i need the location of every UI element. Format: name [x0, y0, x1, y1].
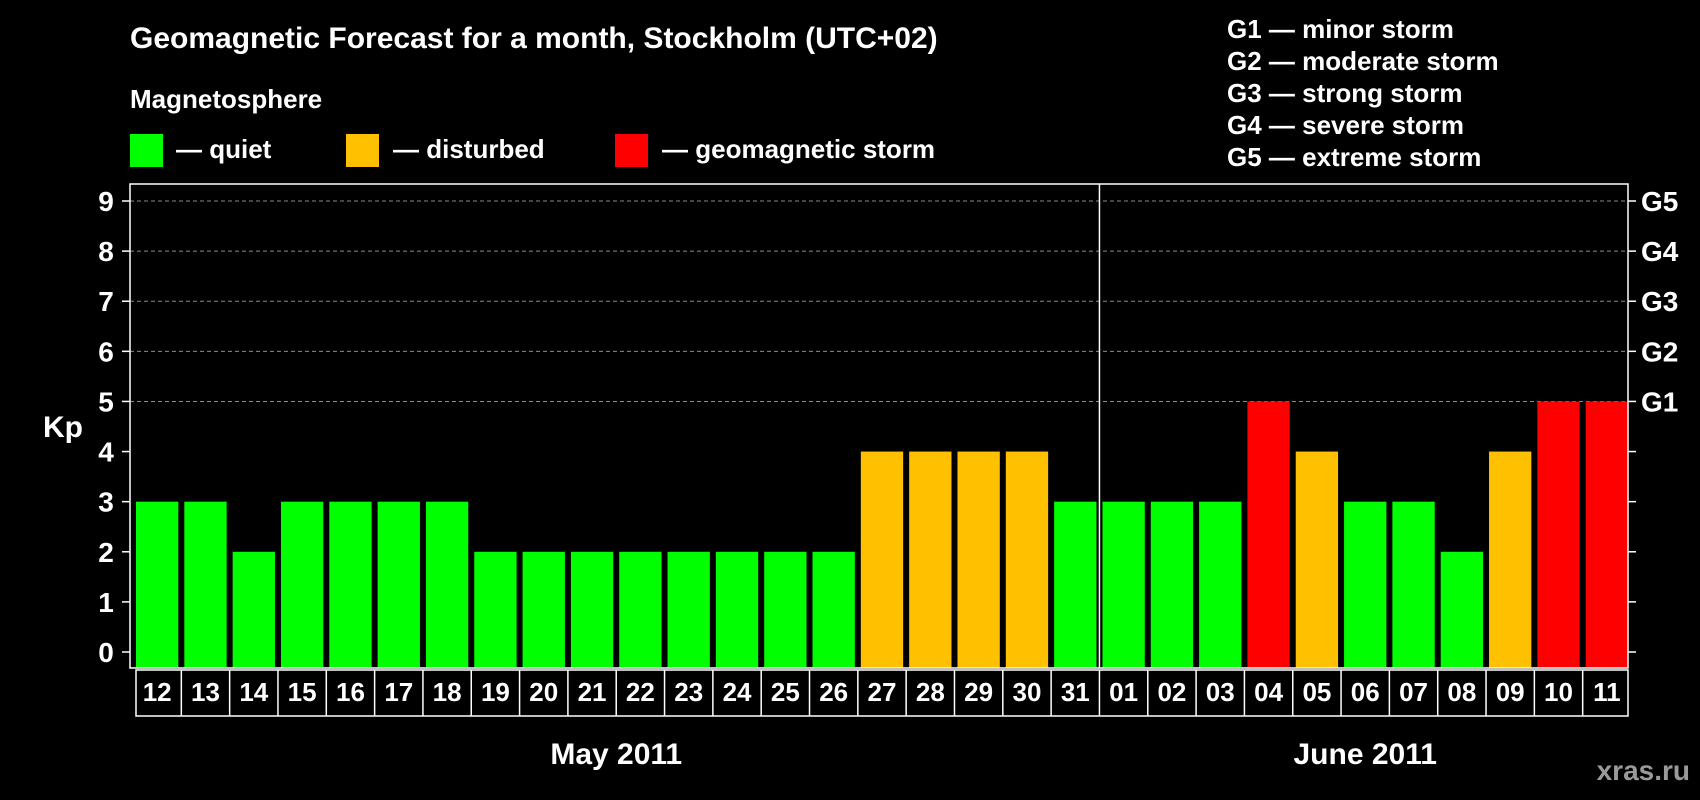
date-label-28-16: 28 [916, 677, 945, 707]
ytick-label-2: 2 [98, 537, 114, 568]
legend-swatch-storm [615, 134, 648, 167]
date-label-25-13: 25 [771, 677, 800, 707]
storm-scale-g4: G4 — severe storm [1227, 110, 1465, 140]
bar-06-25 [1344, 501, 1387, 668]
ytick-label-8: 8 [98, 236, 114, 267]
date-row-frame [135, 669, 1629, 717]
date-label-10-29: 10 [1544, 677, 1573, 707]
bar-28-16 [909, 451, 952, 668]
bar-10-29 [1537, 401, 1580, 668]
date-label-02-21: 02 [1157, 677, 1186, 707]
legend-label-disturbed: — disturbed [393, 134, 545, 164]
bar-17-5 [377, 501, 420, 668]
bar-11-30 [1585, 401, 1628, 668]
legend-label-storm: — geomagnetic storm [662, 134, 936, 164]
legend-heading: Magnetosphere [130, 84, 323, 114]
bar-12-0 [136, 501, 179, 668]
date-label-04-23: 04 [1254, 677, 1283, 707]
month-label-1: June 2011 [1294, 738, 1437, 771]
date-label-13-1: 13 [191, 677, 220, 707]
bar-08-27 [1440, 551, 1484, 668]
bar-24-12 [715, 551, 759, 668]
bar-03-22 [1199, 501, 1242, 668]
watermark: xras.ru [1596, 755, 1690, 786]
date-label-05-24: 05 [1302, 677, 1331, 707]
date-label-08-27: 08 [1447, 677, 1476, 707]
storm-scale-g2: G2 — moderate storm [1227, 46, 1499, 76]
ytick-label-4: 4 [98, 437, 114, 468]
date-label-06-25: 06 [1351, 677, 1380, 707]
right-axis-label-G2: G2 [1641, 336, 1678, 367]
plot-frame [129, 183, 1629, 669]
month-label-0: May 2011 [550, 738, 682, 771]
bar-22-10 [619, 551, 662, 668]
bar-04-23 [1247, 401, 1290, 668]
date-label-21-9: 21 [578, 677, 607, 707]
y-axis-label: Kp [43, 411, 83, 444]
bar-31-19 [1054, 501, 1097, 668]
date-label-17-5: 17 [384, 677, 413, 707]
ytick-label-7: 7 [98, 286, 114, 317]
bar-16-4 [329, 501, 372, 668]
bar-07-26 [1392, 501, 1435, 668]
bar-14-2 [232, 551, 275, 668]
storm-scale-g3: G3 — strong storm [1227, 78, 1463, 108]
date-label-16-4: 16 [336, 677, 365, 707]
bar-30-18 [1005, 451, 1049, 668]
right-axis-label-G5: G5 [1641, 186, 1678, 217]
right-axis-label-G3: G3 [1641, 286, 1678, 317]
date-label-29-17: 29 [964, 677, 993, 707]
date-label-22-10: 22 [626, 677, 655, 707]
ytick-label-1: 1 [98, 587, 114, 618]
ytick-label-0: 0 [98, 637, 114, 668]
date-label-09-28: 09 [1496, 677, 1525, 707]
bar-09-28 [1489, 451, 1532, 668]
date-label-15-3: 15 [288, 677, 317, 707]
legend-label-quiet: — quiet [176, 134, 272, 164]
ytick-label-6: 6 [98, 336, 114, 367]
bar-18-6 [425, 501, 469, 668]
date-label-14-2: 14 [239, 677, 268, 707]
legend-swatch-quiet [130, 134, 163, 167]
date-label-20-8: 20 [529, 677, 558, 707]
bar-23-11 [667, 551, 710, 668]
right-axis-label-G1: G1 [1641, 386, 1678, 417]
bar-19-7 [474, 551, 517, 668]
ytick-label-9: 9 [98, 186, 114, 217]
date-label-19-7: 19 [481, 677, 510, 707]
date-label-23-11: 23 [674, 677, 703, 707]
legend-swatch-disturbed [346, 134, 379, 167]
bar-29-17 [957, 451, 1000, 668]
date-label-24-12: 24 [723, 677, 752, 707]
chart-title: Geomagnetic Forecast for a month, Stockh… [130, 22, 938, 55]
bar-20-8 [522, 551, 565, 668]
bar-26-14 [812, 551, 855, 668]
date-label-31-19: 31 [1061, 677, 1090, 707]
ytick-label-3: 3 [98, 487, 114, 518]
date-label-11-30: 11 [1593, 677, 1621, 707]
date-label-01-20: 01 [1109, 677, 1138, 707]
bar-01-20 [1102, 501, 1145, 668]
storm-scale-g5: G5 — extreme storm [1227, 142, 1482, 172]
ytick-label-5: 5 [98, 386, 114, 417]
bar-21-9 [570, 551, 614, 668]
date-label-12-0: 12 [143, 677, 172, 707]
date-label-18-6: 18 [433, 677, 462, 707]
date-label-07-26: 07 [1399, 677, 1428, 707]
bar-15-3 [280, 501, 324, 668]
date-label-03-22: 03 [1206, 677, 1235, 707]
bar-13-1 [184, 501, 227, 668]
date-label-30-18: 30 [1013, 677, 1042, 707]
date-label-26-14: 26 [819, 677, 848, 707]
storm-scale-g1: G1 — minor storm [1227, 14, 1454, 44]
bar-05-24 [1295, 451, 1339, 668]
date-label-27-15: 27 [868, 677, 897, 707]
bar-02-21 [1150, 501, 1194, 668]
bar-25-13 [764, 551, 807, 668]
right-axis-label-G4: G4 [1641, 236, 1679, 267]
bar-27-15 [860, 451, 904, 668]
